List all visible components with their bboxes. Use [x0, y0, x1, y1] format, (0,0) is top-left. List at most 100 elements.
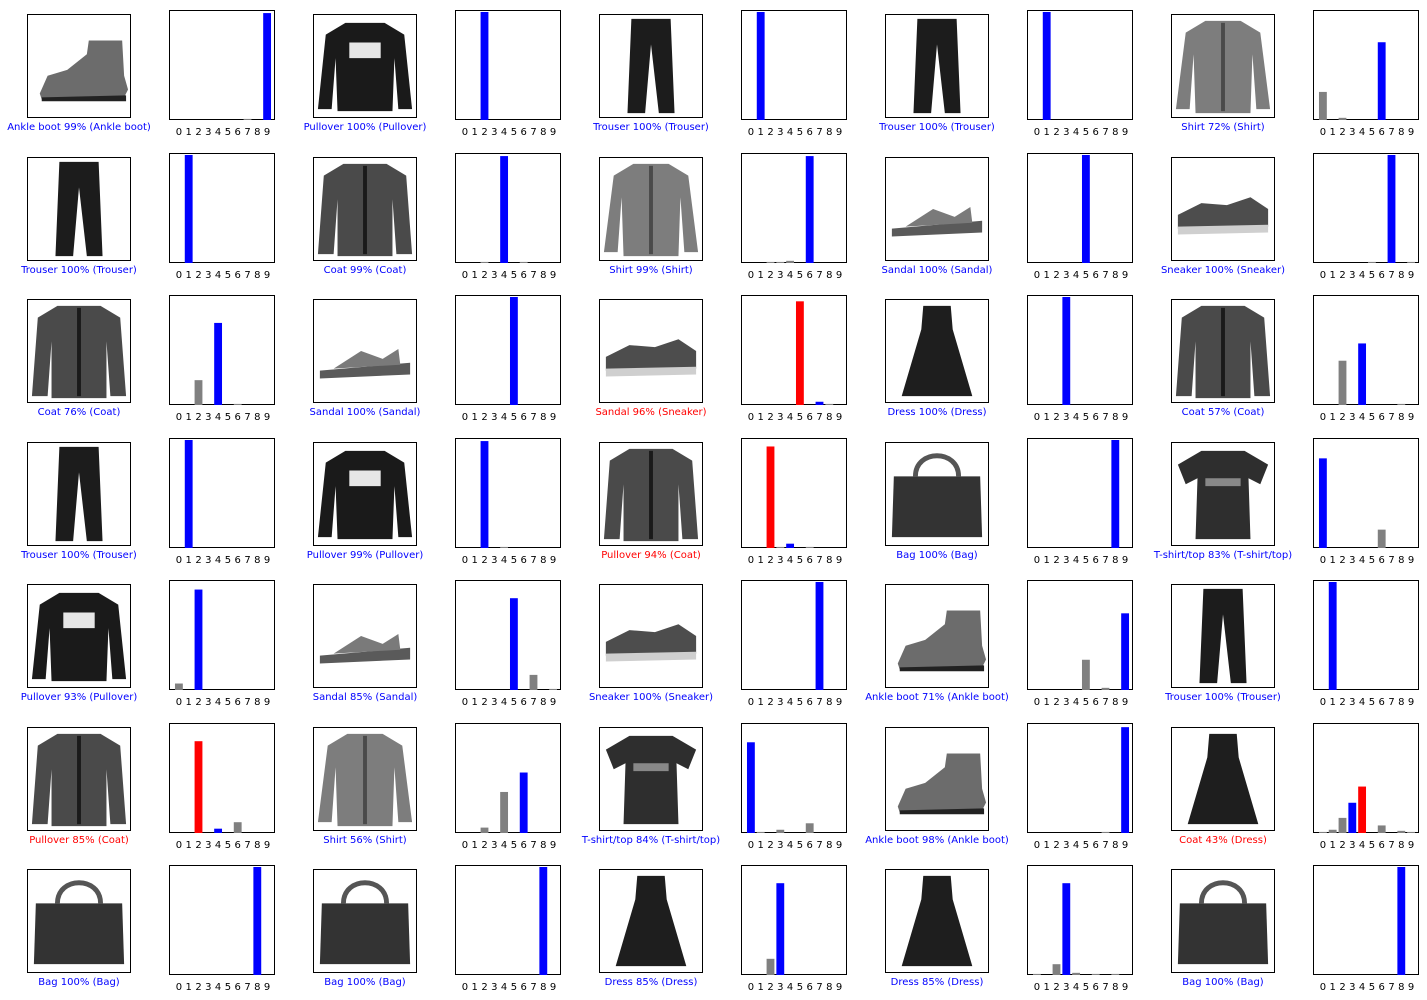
tick-label: 5: [1083, 127, 1089, 138]
tick-label: 1: [186, 270, 192, 281]
sample-image: [885, 156, 989, 261]
tick-label: 7: [1388, 982, 1394, 993]
prediction-caption: Ankle boot 98% (Ankle boot): [865, 834, 1009, 846]
sample-image: [27, 14, 131, 118]
tick-label: 5: [1369, 840, 1375, 851]
tick-label: 4: [1073, 270, 1079, 281]
tick-label: 9: [264, 840, 270, 851]
tick-label: 3: [205, 270, 211, 281]
bar-class-2: [480, 440, 489, 548]
sample-image: [313, 156, 417, 261]
tick-label: 7: [1388, 555, 1394, 566]
bar-class-2: [480, 12, 489, 120]
sample-image: [313, 726, 417, 831]
tick-label: 6: [807, 840, 813, 851]
tick-label: 6: [235, 697, 241, 708]
tick-label: 3: [1349, 982, 1355, 993]
bar-class-5: [1081, 154, 1090, 263]
tick-label: 1: [472, 412, 478, 423]
tick-label: 4: [1073, 840, 1079, 851]
tick-label: 6: [1093, 982, 1099, 993]
tick-label: 7: [1388, 127, 1394, 138]
tick-label: 0: [176, 840, 182, 851]
tick-label: 4: [787, 412, 793, 423]
sneaker-icon: [605, 624, 697, 662]
bar-class-0: [1318, 91, 1327, 120]
tick-label: 4: [1359, 840, 1365, 851]
dress-icon: [615, 875, 687, 967]
tick-label: 9: [550, 840, 556, 851]
tick-label: 3: [491, 270, 497, 281]
bar-class-2: [766, 958, 775, 975]
tick-label: 8: [254, 840, 260, 851]
tick-label: 1: [472, 270, 478, 281]
sample-image: [313, 299, 417, 403]
tick-label: 9: [836, 127, 842, 138]
tick-label: 2: [1053, 555, 1059, 566]
tick-label: 3: [777, 412, 783, 423]
tick-label: 9: [836, 982, 842, 993]
shirt-icon: [603, 163, 699, 256]
tick-label: 6: [521, 412, 527, 423]
tick-label: 5: [225, 982, 231, 993]
tick-label: 2: [195, 412, 201, 423]
tick-label: 7: [1102, 270, 1108, 281]
tick-label: 5: [511, 127, 517, 138]
tick-label: 0: [748, 840, 754, 851]
tick-label: 0: [1320, 555, 1326, 566]
tick-label: 5: [797, 412, 803, 423]
prediction-caption: Dress 85% (Dress): [890, 977, 984, 988]
sample-image: [27, 584, 131, 688]
bar-class-4: [214, 828, 223, 833]
tick-label: 4: [787, 127, 793, 138]
bar-class-6: [1377, 529, 1386, 548]
tick-label: 8: [254, 697, 260, 708]
shirt-icon: [1175, 20, 1271, 114]
tick-label: 2: [481, 412, 487, 423]
prediction-caption: T-shirt/top 83% (T-shirt/top): [1153, 549, 1293, 561]
tick-label: 3: [491, 982, 497, 993]
tick-label: 5: [797, 127, 803, 138]
tick-label: 1: [186, 840, 192, 851]
sample-image: [27, 299, 131, 403]
tick-label: 0: [176, 412, 182, 423]
tick-label: 8: [1112, 555, 1118, 566]
tick-label: 2: [481, 555, 487, 566]
coat-icon: [31, 305, 127, 399]
sample-image: [313, 14, 417, 118]
tick-label: 0: [1034, 982, 1040, 993]
tick-label: 3: [205, 555, 211, 566]
tick-label: 1: [186, 555, 192, 566]
tick-label: 8: [1398, 127, 1404, 138]
tick-label: 8: [1112, 412, 1118, 423]
bar-class-5: [509, 598, 518, 690]
bar-class-1: [1328, 582, 1337, 690]
tick-label: 3: [1063, 697, 1069, 708]
bar-class-3: [776, 261, 785, 263]
tick-label: 7: [244, 555, 250, 566]
bar-class-2: [194, 740, 203, 833]
prediction-caption: Bag 100% (Bag): [324, 977, 406, 988]
prediction-caption: Ankle boot 71% (Ankle boot): [865, 692, 1009, 703]
tick-label: 4: [1359, 982, 1365, 993]
tick-label: 2: [1339, 555, 1345, 566]
tick-label: 6: [1379, 555, 1385, 566]
tick-label: 5: [797, 697, 803, 708]
tick-label: 4: [1359, 697, 1365, 708]
tick-label: 3: [1063, 555, 1069, 566]
trouser-icon: [1199, 588, 1247, 684]
tick-label: 7: [1388, 840, 1394, 851]
tick-label: 9: [1408, 127, 1414, 138]
tick-label: 7: [816, 840, 822, 851]
tick-label: 4: [787, 840, 793, 851]
tick-label: 2: [767, 127, 773, 138]
tick-label: 3: [777, 270, 783, 281]
